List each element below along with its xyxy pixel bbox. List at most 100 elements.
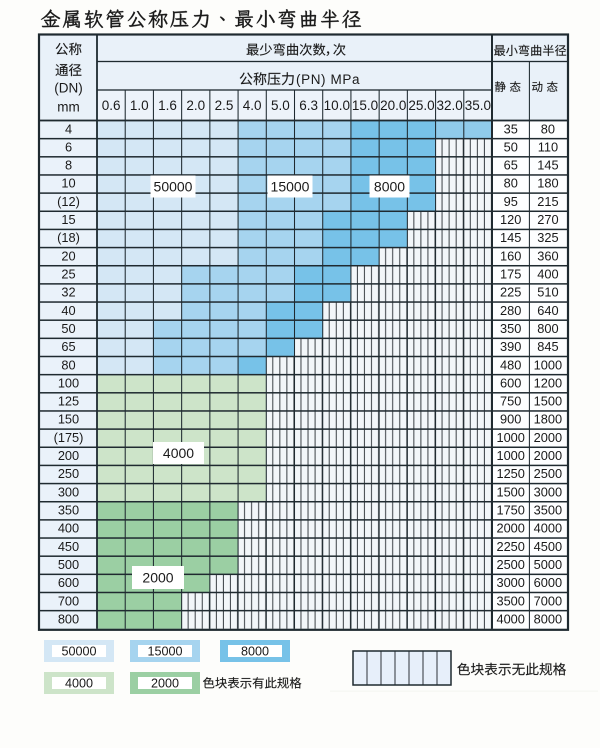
svg-text:250: 250 [58, 466, 79, 481]
svg-text:mm: mm [57, 100, 80, 115]
svg-text:100: 100 [58, 375, 79, 390]
svg-text:7000: 7000 [534, 593, 562, 608]
svg-text:1.0: 1.0 [130, 98, 149, 113]
svg-text:750: 750 [500, 394, 521, 409]
svg-text:8000: 8000 [241, 644, 269, 658]
svg-text:3500: 3500 [496, 593, 524, 608]
svg-text:1250: 1250 [496, 466, 524, 481]
svg-text:50000: 50000 [154, 178, 193, 194]
svg-text:50000: 50000 [61, 644, 96, 658]
svg-text:(DN): (DN) [54, 81, 83, 96]
svg-text:800: 800 [58, 611, 79, 626]
svg-text:40: 40 [61, 303, 75, 318]
svg-text:1800: 1800 [534, 412, 562, 427]
svg-text:8000: 8000 [534, 611, 562, 626]
svg-text:5.0: 5.0 [271, 98, 290, 113]
svg-text:2.5: 2.5 [215, 98, 234, 113]
svg-text:2250: 2250 [496, 539, 524, 554]
svg-text:175: 175 [500, 267, 521, 282]
svg-text:15000: 15000 [271, 178, 310, 194]
svg-text:325: 325 [537, 230, 558, 245]
svg-text:32: 32 [61, 285, 75, 300]
svg-text:25.0: 25.0 [408, 98, 434, 113]
svg-text:110: 110 [538, 139, 558, 154]
svg-text:35.0: 35.0 [465, 98, 491, 113]
svg-text:510: 510 [537, 285, 558, 300]
svg-text:225: 225 [500, 285, 521, 300]
svg-text:350: 350 [58, 503, 79, 518]
svg-text:95: 95 [504, 194, 518, 209]
svg-text:10: 10 [61, 176, 75, 191]
svg-text:640: 640 [537, 303, 558, 318]
svg-text:4.0: 4.0 [243, 98, 262, 113]
svg-text:270: 270 [537, 212, 558, 227]
svg-text:1000: 1000 [534, 357, 562, 372]
svg-text:845: 845 [537, 339, 558, 354]
svg-text:50: 50 [504, 139, 518, 154]
svg-text:6000: 6000 [534, 575, 562, 590]
svg-text:10.0: 10.0 [324, 98, 350, 113]
svg-text:6.3: 6.3 [299, 98, 318, 113]
svg-text:2000: 2000 [534, 430, 562, 445]
svg-text:50: 50 [61, 321, 75, 336]
svg-text:3000: 3000 [534, 484, 562, 499]
svg-text:4500: 4500 [534, 539, 562, 554]
svg-text:15000: 15000 [147, 644, 182, 658]
svg-text:1000: 1000 [496, 430, 524, 445]
svg-text:(18): (18) [57, 230, 80, 245]
svg-text:1000: 1000 [496, 448, 524, 463]
svg-text:360: 360 [537, 248, 558, 263]
svg-text:5000: 5000 [534, 557, 562, 572]
svg-text:65: 65 [504, 158, 518, 173]
svg-text:280: 280 [500, 303, 521, 318]
svg-text:200: 200 [58, 448, 79, 463]
svg-text:600: 600 [58, 575, 79, 590]
svg-text:1.6: 1.6 [158, 98, 177, 113]
svg-text:15.0: 15.0 [352, 98, 378, 113]
svg-text:450: 450 [58, 539, 79, 554]
svg-text:145: 145 [500, 230, 521, 245]
svg-text:80: 80 [504, 176, 518, 191]
svg-text:1200: 1200 [534, 375, 562, 390]
svg-text:25: 25 [61, 267, 75, 282]
svg-text:4000: 4000 [534, 521, 562, 536]
svg-text:180: 180 [537, 176, 558, 191]
svg-text:215: 215 [537, 194, 558, 209]
svg-text:3500: 3500 [534, 503, 562, 518]
svg-text:500: 500 [58, 557, 79, 572]
svg-text:(12): (12) [57, 194, 80, 209]
svg-text:80: 80 [541, 121, 555, 136]
svg-text:(175): (175) [54, 430, 84, 445]
svg-text:2500: 2500 [496, 557, 524, 572]
svg-text:2000: 2000 [534, 448, 562, 463]
svg-text:35: 35 [504, 121, 518, 136]
svg-text:700: 700 [58, 593, 79, 608]
svg-text:400: 400 [537, 267, 558, 282]
svg-text:800: 800 [537, 321, 558, 336]
svg-text:150: 150 [58, 412, 79, 427]
svg-text:350: 350 [500, 321, 521, 336]
svg-text:300: 300 [58, 484, 79, 499]
svg-text:0.6: 0.6 [102, 98, 121, 113]
svg-text:600: 600 [500, 375, 521, 390]
svg-text:4: 4 [65, 121, 72, 136]
svg-text:8: 8 [65, 158, 72, 173]
svg-text:125: 125 [58, 394, 79, 409]
svg-text:3000: 3000 [496, 575, 524, 590]
svg-text:8000: 8000 [374, 178, 405, 194]
svg-text:65: 65 [61, 339, 75, 354]
svg-text:145: 145 [537, 158, 558, 173]
svg-text:2000: 2000 [496, 521, 524, 536]
svg-text:80: 80 [61, 357, 75, 372]
svg-text:4000: 4000 [65, 676, 93, 690]
svg-text:4000: 4000 [496, 611, 524, 626]
svg-text:900: 900 [500, 412, 521, 427]
svg-text:2500: 2500 [534, 466, 562, 481]
svg-text:120: 120 [500, 212, 521, 227]
svg-text:2.0: 2.0 [186, 98, 205, 113]
svg-text:2000: 2000 [142, 569, 173, 585]
svg-text:32.0: 32.0 [437, 98, 463, 113]
svg-text:(PN) MPa: (PN) MPa [296, 72, 360, 87]
svg-text:1500: 1500 [496, 484, 524, 499]
svg-text:6: 6 [65, 139, 72, 154]
